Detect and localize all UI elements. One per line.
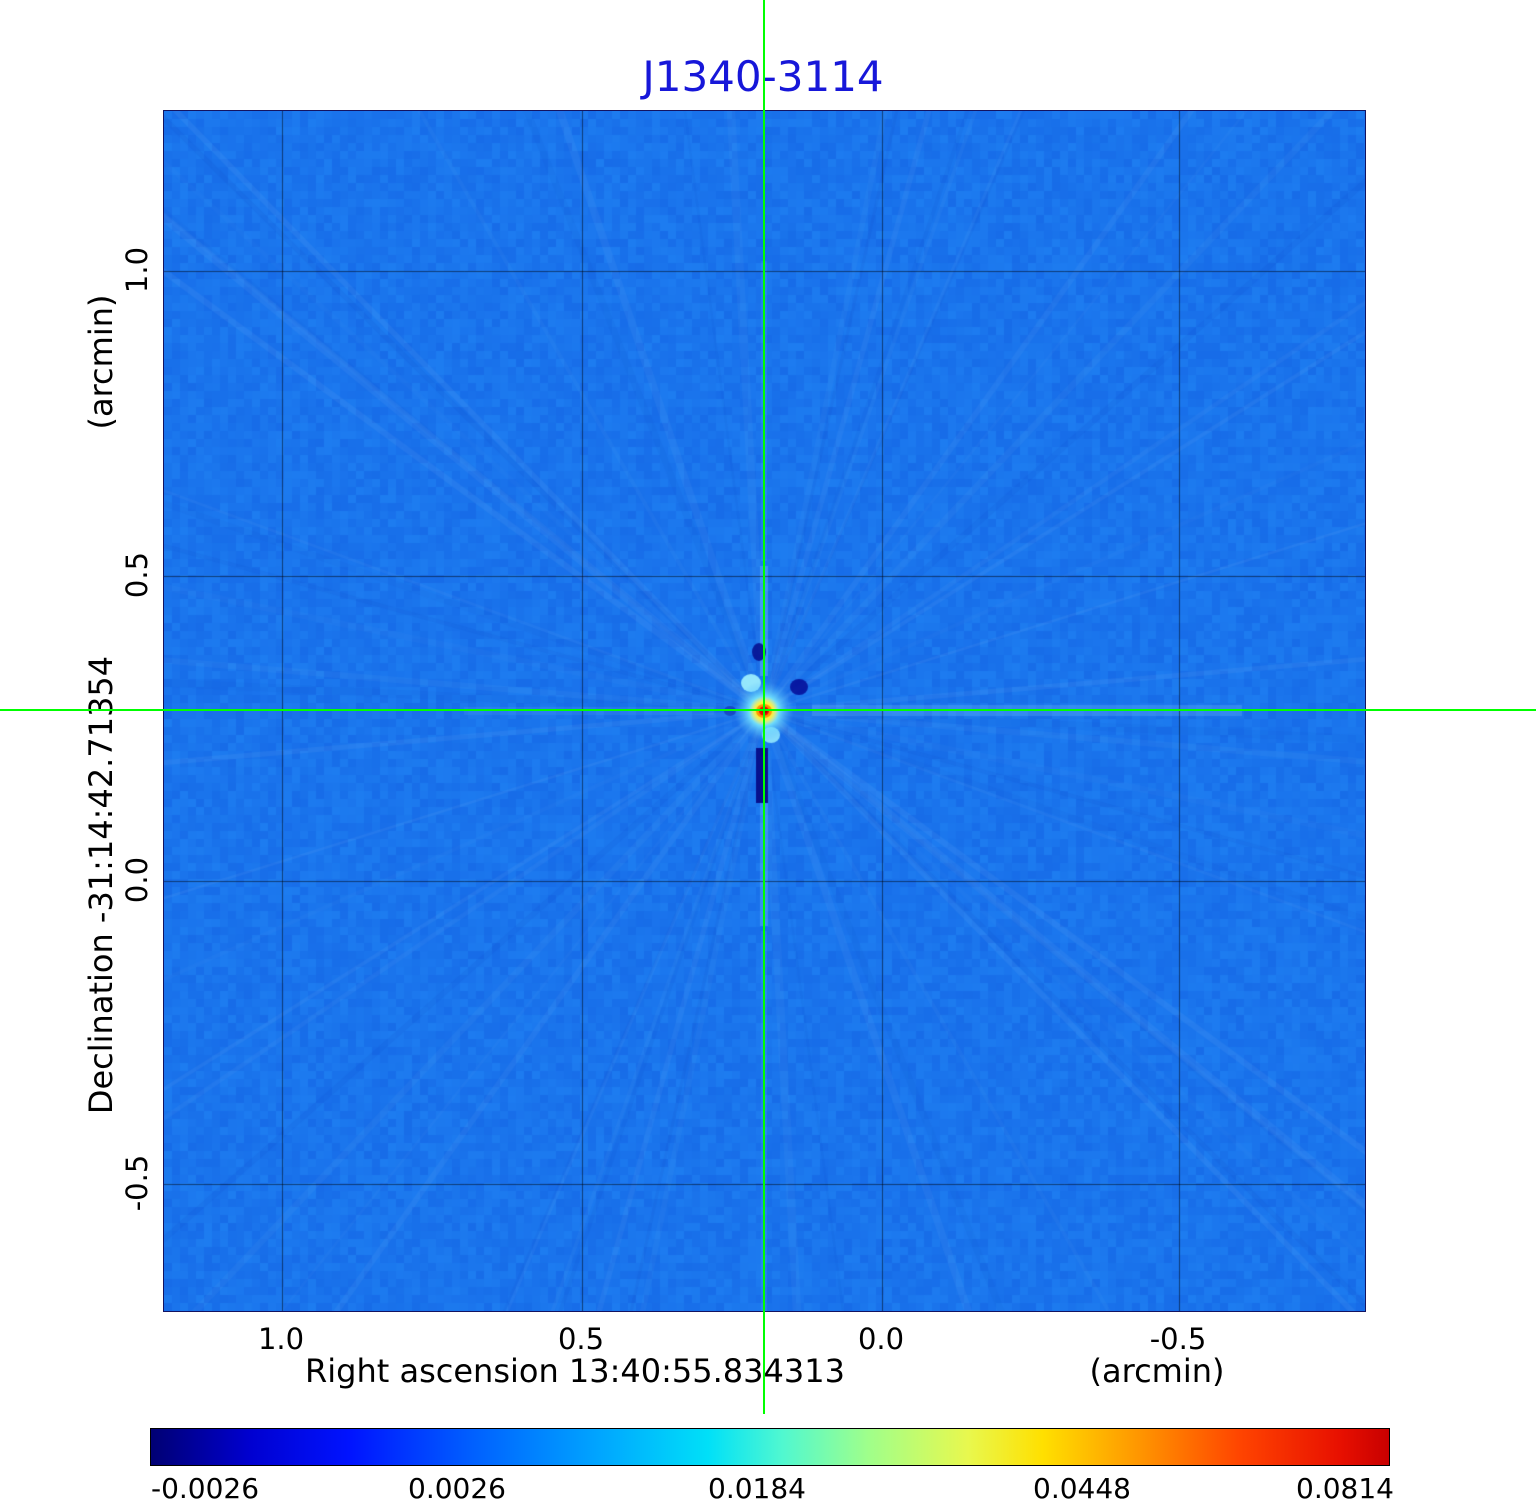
colorbar-tick-label: 0.0184: [708, 1472, 806, 1500]
y-axis-unit-label: (arcmin): [82, 294, 120, 430]
x-tick-label: 0.0: [857, 1322, 905, 1356]
y-axis-label: Declination -31:14:42.71354: [82, 655, 120, 1115]
x-tick-label: 0.5: [557, 1322, 605, 1356]
crosshair-horizontal-line: [0, 709, 1536, 711]
crosshair-vertical-line: [763, 0, 765, 1414]
colorbar-tick-label: -0.0026: [150, 1472, 260, 1500]
x-axis-unit-label: (arcmin): [1089, 1352, 1225, 1390]
y-tick-label: -0.5: [120, 1154, 154, 1212]
colorbar-tick-label: 0.0814: [1296, 1472, 1394, 1500]
x-tick-label: 1.0: [257, 1322, 305, 1356]
x-tick-label: -0.5: [1149, 1322, 1207, 1356]
colorbar-gradient: [150, 1428, 1390, 1466]
y-tick-label: 1.0: [120, 246, 154, 294]
x-axis-label: Right ascension 13:40:55.834313: [305, 1352, 845, 1390]
y-tick-label: 0.0: [120, 856, 154, 904]
y-tick-label: 0.5: [120, 551, 154, 599]
colorbar-tick-label: 0.0448: [1033, 1472, 1131, 1500]
colorbar-tick-label: 0.0026: [408, 1472, 506, 1500]
